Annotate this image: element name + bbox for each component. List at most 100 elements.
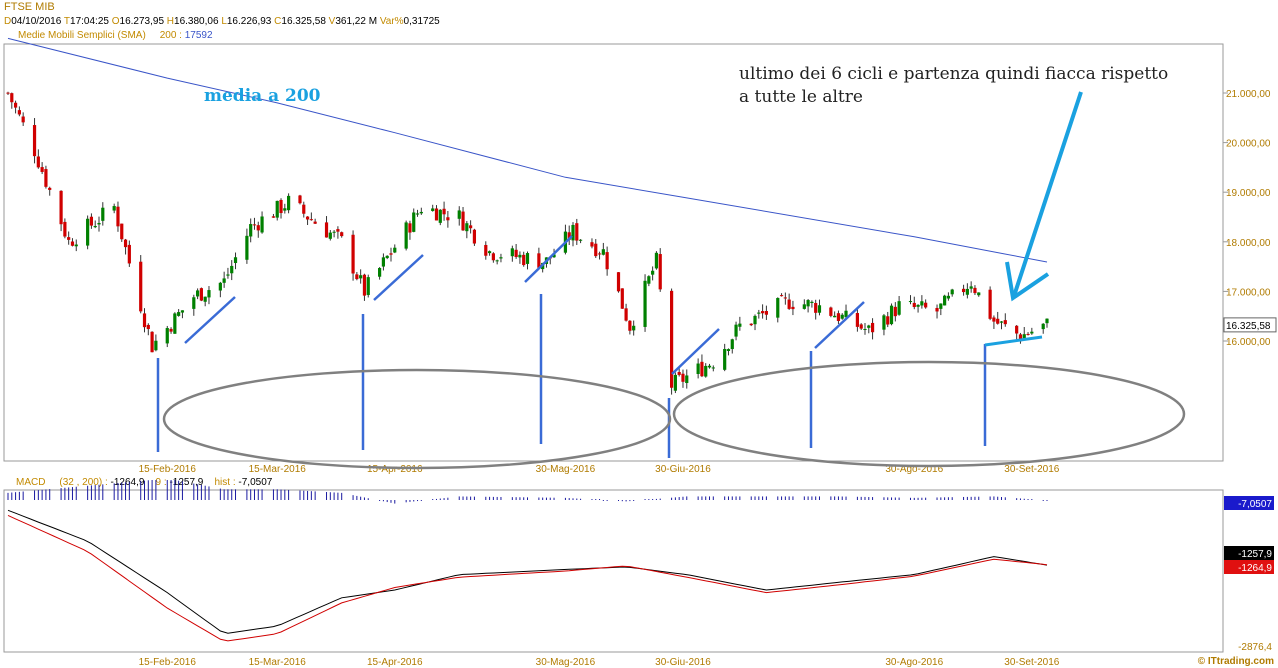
candle-body [279,199,283,214]
candle-body [518,254,522,258]
candle-body [575,223,579,241]
candle-body [195,290,200,297]
candle-body [32,125,37,157]
sma-legend: Medie Mobili Semplici (SMA) 200 : 17592 [18,30,213,41]
hist-bar [655,498,657,500]
hist-bar [276,489,278,500]
hist-bar [310,491,312,500]
hist-bar [15,492,17,500]
hist-bar [34,490,36,500]
hist-bar [1004,497,1006,500]
candle-body [696,363,700,374]
candle-body [969,286,973,289]
candle-body [730,339,734,350]
candle-body [177,312,181,316]
hist-bar [492,496,494,500]
hist-bar [765,496,767,500]
candle-body [446,217,450,221]
hist-key: hist : [214,477,236,488]
hist-bar [807,496,809,500]
hist-bar [87,485,89,500]
hist-bar [845,496,847,500]
hist-bar [735,496,737,500]
candle-body [59,190,63,225]
candle-body [222,278,226,283]
candle-body [677,372,681,375]
candle-body [920,301,924,306]
hist-bar [989,496,991,500]
sma-period: 200 : [159,30,182,41]
macd-lines [7,509,1048,642]
candle-body [305,216,310,220]
candles [6,91,1049,395]
candle-body [10,93,14,103]
hist-bar [898,497,900,500]
hist-bar [618,500,620,501]
hist-bar [394,500,396,504]
candle-body [203,296,207,302]
candle-body [787,299,791,309]
hist-bar [284,489,286,500]
candle-body [616,272,621,292]
hist-bar [595,499,597,500]
hist-value: -7,0507 [238,477,273,488]
candle-body [230,265,234,274]
candle-body [328,232,332,239]
grid [1223,92,1228,342]
macd-params: (32 , 200) : [59,477,108,488]
candle-body [309,219,313,221]
candle-body [287,195,291,211]
macd-value-box [1224,546,1274,560]
macd-value-labels: -7,0507 -1257,9 -1264,9 -2876,4 [1224,496,1274,653]
hist-bar [944,497,946,500]
hist-bar [599,499,601,500]
hist-bar [777,496,779,500]
hist-bar [758,496,760,500]
candle-body [74,244,78,247]
hist-bar [98,484,100,500]
candle-body [116,206,120,227]
candle-body [814,302,818,313]
hist-bar [443,498,445,500]
hist-bar [970,496,972,500]
candle-body [977,292,981,296]
ohlc-key: O [111,16,120,27]
hist-bar [500,496,502,500]
hist-bar [227,489,229,500]
hist-bar [644,499,646,500]
candle-body [514,249,518,258]
candle-body [412,212,416,232]
hist-bar [231,489,233,500]
candle-body [169,328,173,332]
macd-value-box [1224,496,1274,510]
candle-body [180,310,185,313]
x-tick-label: 30-Mag-2016 [536,657,596,668]
candle-body [620,288,624,309]
candle-body [192,297,196,309]
candle-body [359,275,363,279]
hist-bar [223,489,225,500]
cycle-rise-1 [184,296,236,344]
candle-body [252,224,257,226]
candle-body [681,373,685,382]
hist-bar [489,496,491,500]
hist-bar [22,491,24,500]
hist-bar [420,500,422,501]
cycle-rise-6 [984,335,1043,347]
candle-body [86,218,90,246]
candle-body [654,252,659,269]
candle-body [802,304,806,309]
y-tick-label: 18.000,00 [1226,238,1271,249]
candle-body [1022,334,1026,339]
hist-bar [155,480,157,500]
candle-body [408,223,412,233]
candle-body [757,312,761,314]
candle-body [385,255,389,259]
hist-bar [633,500,635,501]
hist-bar [921,497,923,500]
macd-series-1 [7,514,1048,642]
hist-bar [45,489,47,500]
ohlc-key: D [4,16,12,27]
candle-body [685,375,689,384]
